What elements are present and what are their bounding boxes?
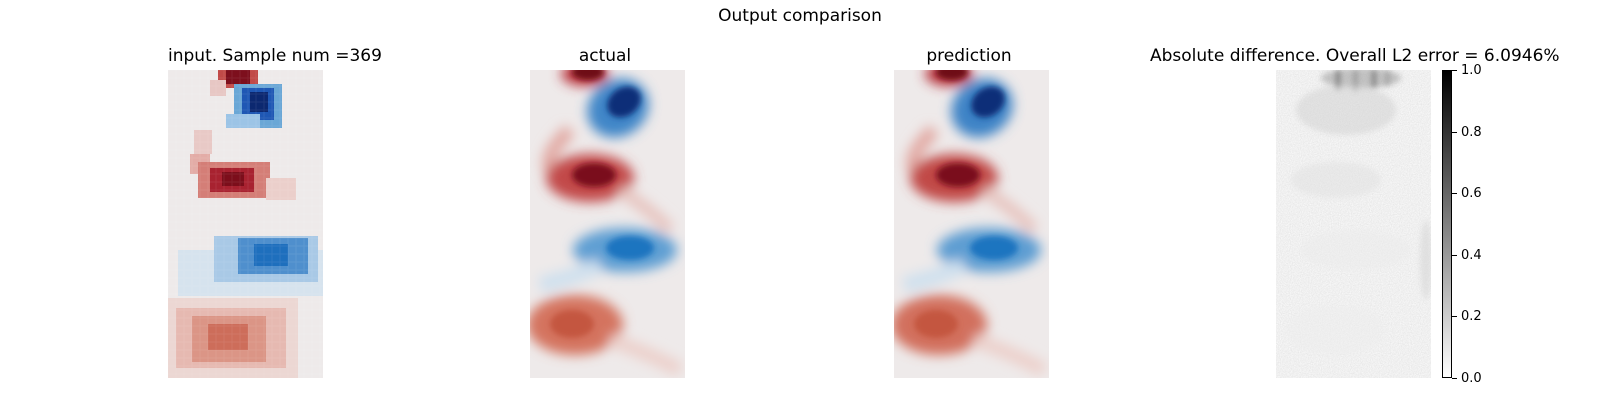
colorbar <box>1442 70 1452 378</box>
panel-title-prediction: prediction <box>926 46 1012 66</box>
colorbar-tick-label: 0.4 <box>1461 248 1482 263</box>
panel-title-input: input. Sample num =369 <box>168 46 382 66</box>
colorbar-tick <box>1452 316 1457 317</box>
figure-suptitle: Output comparison <box>718 6 882 26</box>
colorbar-tick <box>1452 378 1457 379</box>
panel-title-difference: Absolute difference. Overall L2 error = … <box>1150 46 1560 66</box>
colorbar-tick-label: 0.6 <box>1461 186 1482 201</box>
colorbar-tick-label: 1.0 <box>1461 63 1482 78</box>
colorbar-tick <box>1452 70 1457 71</box>
difference-field-heatmap <box>1276 70 1431 378</box>
colorbar-tick-label: 0.0 <box>1461 371 1482 386</box>
colorbar-tick <box>1452 255 1457 256</box>
colorbar-tick <box>1452 132 1457 133</box>
colorbar-tick <box>1452 193 1457 194</box>
difference-marks <box>1276 70 1431 378</box>
colorbar-tick-label: 0.8 <box>1461 125 1482 140</box>
prediction-field-heatmap <box>894 70 1049 378</box>
input-field-heatmap <box>168 70 323 378</box>
colorbar-tick-label: 0.2 <box>1461 309 1482 324</box>
actual-field-heatmap <box>530 70 685 378</box>
panel-title-actual: actual <box>578 46 632 66</box>
